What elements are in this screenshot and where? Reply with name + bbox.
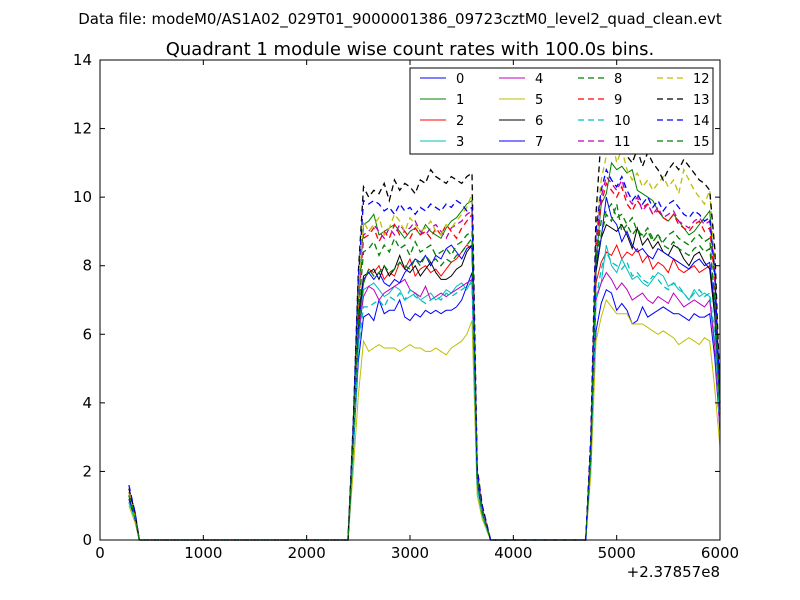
- y-tick-label: 4: [82, 394, 92, 412]
- series-line-7: [128, 196, 721, 541]
- y-tick-label: 0: [82, 531, 92, 549]
- series-line-4: [128, 271, 721, 541]
- x-tick-label: 0: [95, 544, 105, 562]
- legend-box: [409, 67, 714, 155]
- series-line-5: [128, 298, 721, 541]
- chart-title: Quadrant 1 module wise count rates with …: [166, 39, 655, 60]
- legend-label-12: 12: [693, 72, 710, 87]
- legend-label-15: 15: [693, 135, 710, 150]
- series-line-14: [128, 167, 721, 541]
- plot-lines: [128, 127, 721, 541]
- series-line-11: [128, 175, 721, 541]
- series-line-12: [128, 135, 721, 541]
- legend-label-5: 5: [535, 93, 543, 108]
- legend-label-9: 9: [614, 93, 622, 108]
- legend-label-4: 4: [535, 72, 543, 87]
- legend-label-8: 8: [614, 72, 622, 87]
- y-tick-label: 12: [73, 120, 92, 138]
- x-tick-label: 2000: [288, 544, 326, 562]
- x-offset-label: +2.37857e8: [627, 563, 720, 581]
- x-tick-label: 5000: [598, 544, 636, 562]
- legend-label-0: 0: [456, 72, 464, 87]
- legend-label-3: 3: [456, 135, 464, 150]
- x-tick-label: 6000: [701, 544, 739, 562]
- x-axis: 0 1000 2000 3000 4000 5000 6000: [95, 60, 739, 562]
- series-line-8: [128, 203, 721, 541]
- legend-label-1: 1: [456, 93, 464, 108]
- series-line-10: [128, 250, 721, 541]
- y-tick-label: 8: [82, 257, 92, 275]
- legend-label-11: 11: [614, 135, 631, 150]
- series-line-9: [128, 181, 721, 541]
- figure-suptitle: Data file: modeM0/AS1A02_029T01_90000013…: [78, 10, 722, 29]
- legend-label-2: 2: [456, 114, 464, 129]
- legend-label-6: 6: [535, 114, 543, 129]
- x-tick-label: 4000: [494, 544, 532, 562]
- x-tick-label: 3000: [391, 544, 429, 562]
- legend-label-13: 13: [693, 93, 710, 108]
- series-line-15: [128, 202, 721, 541]
- x-tick-label: 1000: [184, 544, 222, 562]
- y-tick-label: 6: [82, 325, 92, 343]
- y-tick-label: 10: [73, 188, 92, 206]
- series-line-0: [128, 272, 721, 541]
- legend-label-7: 7: [535, 135, 543, 150]
- y-tick-label: 14: [73, 51, 92, 69]
- legend-label-14: 14: [693, 114, 710, 129]
- legend-label-10: 10: [614, 114, 631, 129]
- y-tick-label: 2: [82, 462, 92, 480]
- series-line-13: [128, 127, 721, 541]
